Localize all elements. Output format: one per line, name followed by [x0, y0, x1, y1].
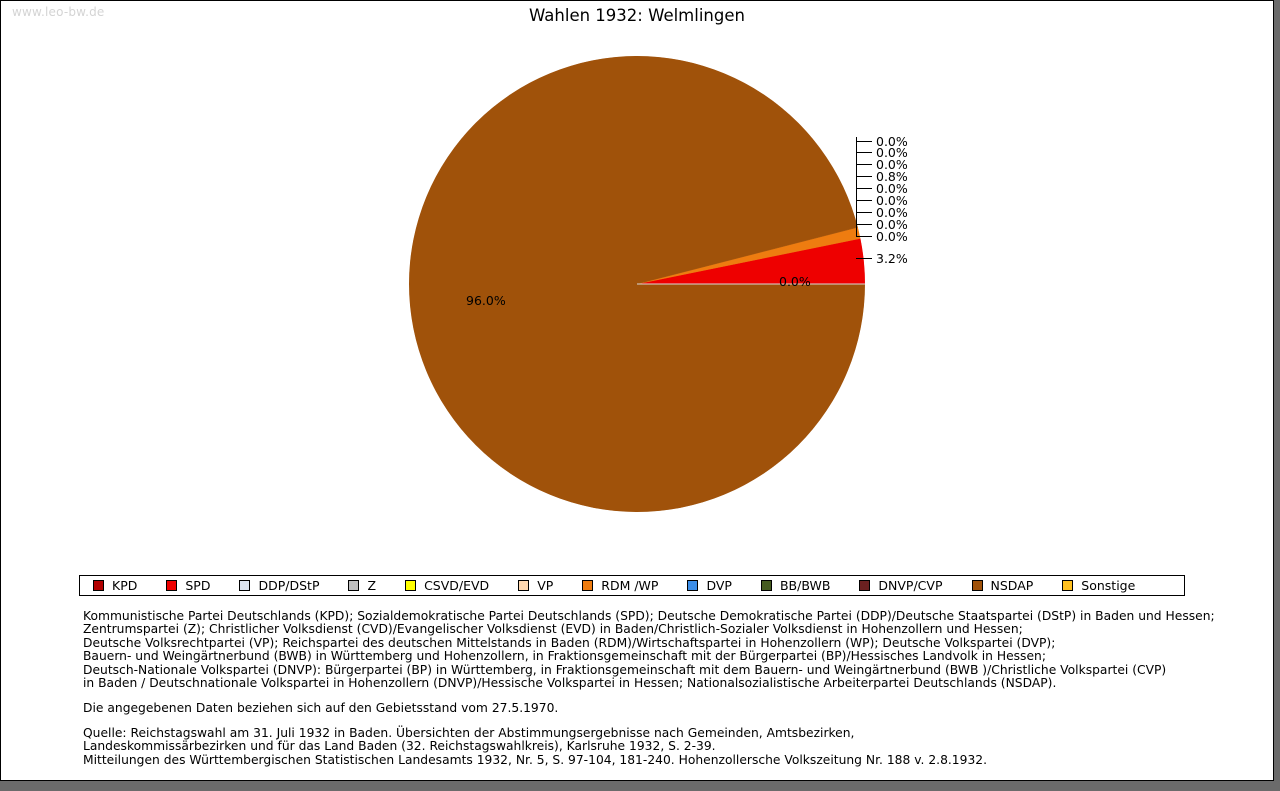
legend-swatch-icon [239, 580, 251, 591]
callout-spine-line [856, 137, 857, 237]
callout-row: 0.0% [856, 192, 908, 208]
callout-label: 0.0% [876, 144, 908, 160]
legend-item-bb-bwb[interactable]: BB/BWB [760, 576, 831, 595]
callout-tick-icon [856, 199, 872, 201]
footnote-source: Quelle: Reichstagswahl am 31. Juli 1932 … [83, 726, 988, 767]
legend-swatch-icon [348, 580, 360, 591]
legend-item-kpd[interactable]: KPD [93, 576, 137, 595]
legend-item-csvd-evd[interactable]: CSVD/EVD [405, 576, 489, 595]
legend-item-nsdap[interactable]: NSDAP [971, 576, 1034, 595]
legend-item-label: NSDAP [990, 578, 1034, 593]
legend-item-sonstige[interactable]: Sonstige [1062, 576, 1135, 595]
legend-swatch-icon [859, 580, 871, 591]
legend-item-ddp-dstp[interactable]: DDP/DStP [239, 576, 319, 595]
legend-swatch-icon [1062, 580, 1074, 591]
callout-row: 0.8% [856, 168, 908, 184]
callout-tick-icon [856, 187, 872, 189]
callout-row: 0.0% [856, 133, 908, 149]
legend-item-label: DDP/DStP [258, 578, 320, 593]
footnote-territorial-note: Die angegebenen Daten beziehen sich auf … [83, 701, 559, 715]
legend-item-spd[interactable]: SPD [166, 576, 210, 595]
legend-item-dvp[interactable]: DVP [687, 576, 732, 595]
legend-item-label: DNVP/CVP [878, 578, 943, 593]
callout-row: 0.0% [856, 156, 908, 172]
legend-item-z[interactable]: Z [348, 576, 376, 595]
callout-label: 0.0% [876, 156, 908, 172]
legend-swatch-icon [405, 580, 417, 591]
callout-tick-icon [856, 211, 872, 213]
callout-row: 0.0% [856, 204, 908, 220]
chart-legend: KPD SPD DDP/DStP Z CSVD/EVD VP RDM /WP [79, 575, 1185, 596]
footnote-parties: Kommunistische Partei Deutschlands (KPD)… [83, 609, 1215, 691]
legend-swatch-icon [687, 580, 699, 591]
callout-label: 0.0% [876, 204, 908, 220]
legend-item-label: BB/BWB [779, 578, 831, 593]
page-title: Wahlen 1932: Welmlingen [529, 6, 745, 25]
legend-swatch-icon [582, 580, 594, 591]
callout-label: 0.0% [876, 228, 908, 244]
site-watermark: www.leo-bw.de [12, 5, 105, 19]
legend-item-label: VP [537, 578, 554, 593]
callout-row: 0.0% [856, 228, 908, 244]
legend-swatch-icon [166, 580, 178, 591]
legend-swatch-icon [518, 580, 530, 591]
callout-tick-icon [856, 151, 872, 153]
pie-label-nsdap: 96.0% [466, 293, 506, 308]
callout-row: 0.0% [856, 216, 908, 232]
callout-row-spd: 3.2% [856, 250, 908, 266]
callout-label: 0.8% [876, 168, 908, 184]
legend-swatch-icon [93, 580, 104, 591]
callout-tick-icon [856, 235, 872, 237]
pie-callout-group: 0.0% 0.0% 0.0% 0.8% 0.0% 0.0% [856, 126, 986, 276]
pie-slices [409, 56, 865, 512]
callout-label: 0.0% [876, 133, 908, 149]
callout-tick-icon [856, 257, 872, 259]
legend-item-rdm-wp[interactable]: RDM /WP [582, 576, 658, 595]
callout-tick-icon [856, 163, 872, 165]
pie-graphic [409, 56, 865, 512]
legend-item-label: Z [367, 578, 377, 593]
pie-label-zero-inside: 0.0% [779, 274, 811, 289]
callout-label: 0.0% [876, 180, 908, 196]
callout-label: 0.0% [876, 216, 908, 232]
pie-chart-area: 96.0% 0.0% 0.0% 0.0% 0.0% 0.8% 0. [1, 1, 1273, 561]
legend-item-label: Sonstige [1081, 578, 1136, 593]
callout-row: 0.0% [856, 144, 908, 160]
callout-label: 0.0% [876, 192, 908, 208]
legend-item-dnvp-cvp[interactable]: DNVP/CVP [859, 576, 943, 595]
callout-tick-icon [856, 175, 872, 177]
legend-item-label: DVP [706, 578, 732, 593]
legend-item-vp[interactable]: VP [518, 576, 553, 595]
legend-swatch-icon [971, 580, 983, 591]
legend-swatch-icon [760, 580, 772, 591]
legend-item-label: SPD [185, 578, 211, 593]
callout-tick-icon [856, 140, 872, 142]
callout-tick-icon [856, 223, 872, 225]
legend-item-label: RDM /WP [601, 578, 659, 593]
callout-row: 0.0% [856, 180, 908, 196]
callout-label: 3.2% [876, 250, 908, 266]
legend-item-label: KPD [112, 578, 138, 593]
legend-item-label: CSVD/EVD [424, 578, 490, 593]
